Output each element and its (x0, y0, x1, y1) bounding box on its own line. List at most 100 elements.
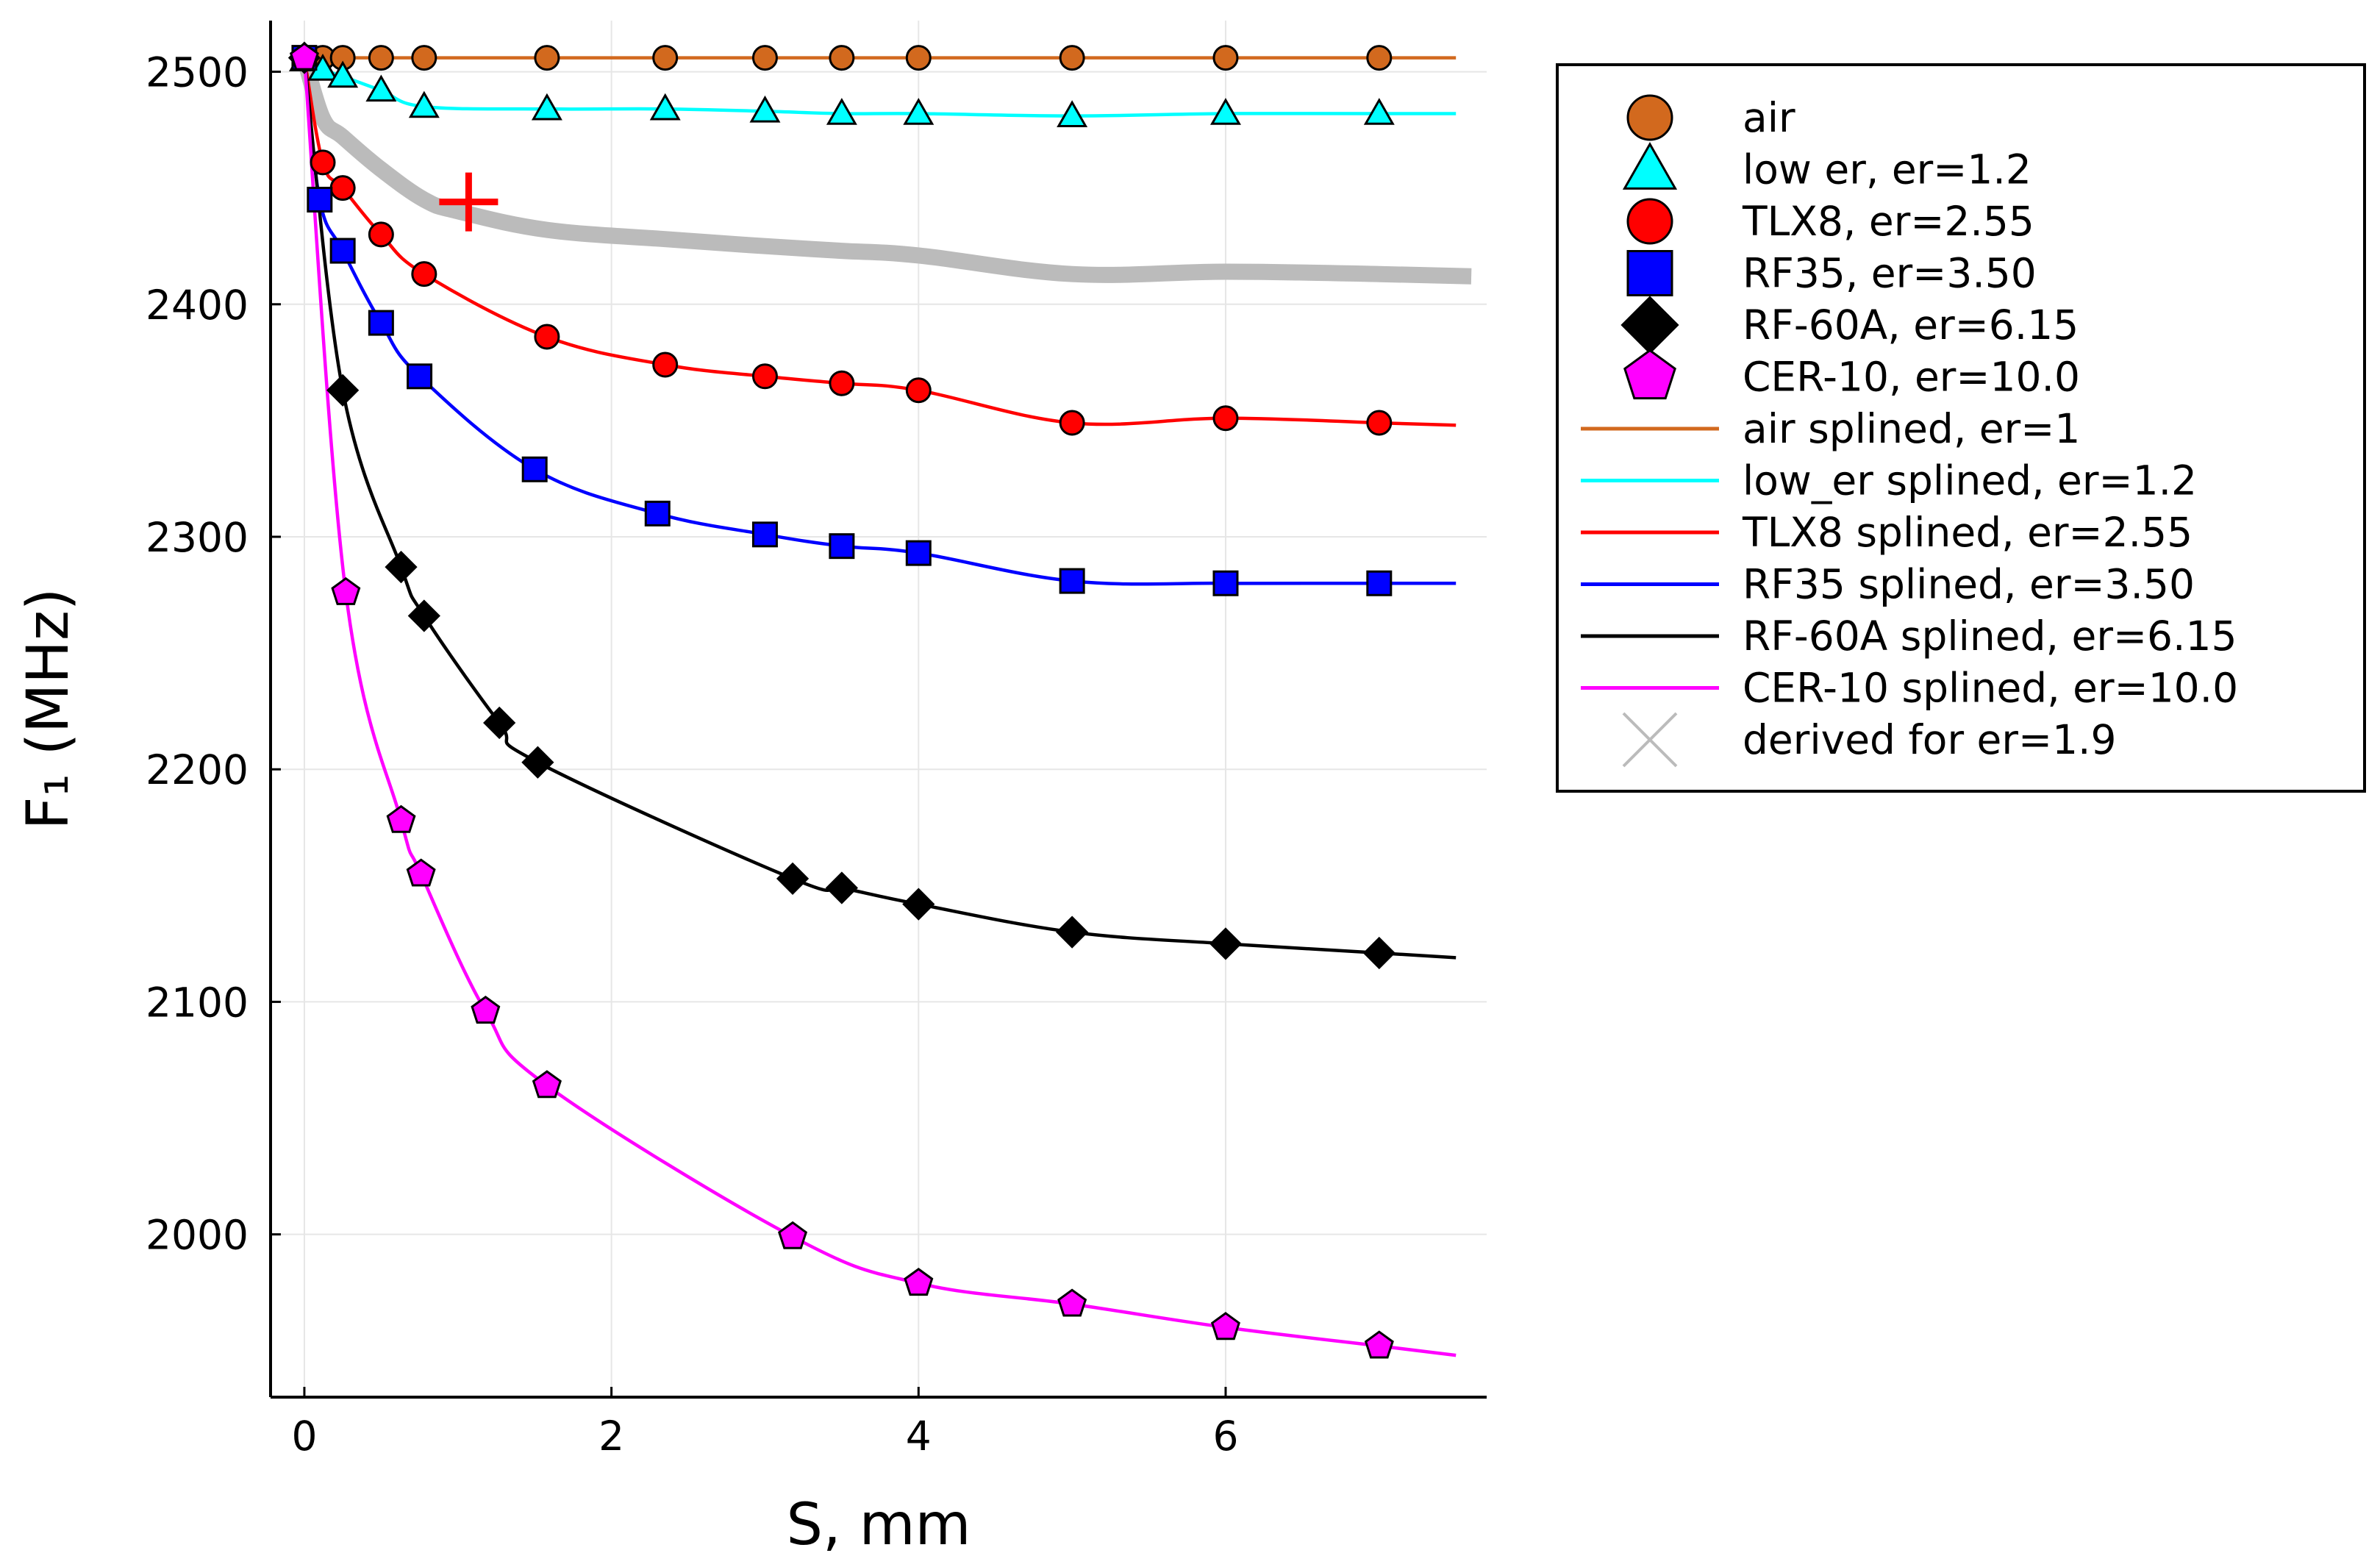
data-point (778, 1221, 808, 1249)
data-point (902, 888, 935, 921)
spline-line-rf-60a (302, 57, 1457, 960)
legend-label: derived for er=1.9 (1743, 716, 2117, 763)
data-point (1209, 98, 1241, 125)
data-point (326, 374, 360, 407)
marker-series-tlx8 (291, 45, 1393, 436)
legend-item: air splined, er=1 (1581, 405, 2080, 452)
legend-label: low_er splined, er=1.2 (1743, 457, 2197, 504)
legend-label: TLX8, er=2.55 (1742, 198, 2034, 245)
data-point (534, 45, 560, 71)
axes (269, 21, 1487, 1399)
data-point (905, 540, 932, 566)
legend-symbol (1626, 250, 1673, 296)
data-point (385, 550, 418, 584)
data-point (407, 363, 433, 390)
data-point (310, 149, 336, 176)
data-point (751, 363, 778, 390)
data-point (329, 175, 356, 201)
legend-label: RF-60A, er=6.15 (1743, 301, 2079, 349)
data-point (521, 456, 548, 482)
data-point (407, 599, 440, 632)
data-point (649, 93, 681, 121)
data-point (751, 45, 778, 71)
data-point (386, 804, 416, 833)
legend-label: air (1743, 94, 1795, 141)
data-point (825, 871, 859, 904)
legend-symbol (1626, 94, 1673, 141)
derived-series-line (296, 55, 1472, 285)
data-point (1363, 98, 1395, 125)
data-point (829, 533, 855, 560)
data-point (644, 500, 671, 527)
legend-item: CER-10, er=10.0 (1623, 349, 2080, 401)
data-point (411, 261, 437, 288)
data-point (368, 45, 394, 71)
y-tick-label: 2500 (146, 49, 249, 96)
data-point (1059, 410, 1085, 436)
legend-item: RF-60A, er=6.15 (1620, 296, 2079, 354)
y-tick-label: 2000 (146, 1212, 249, 1259)
legend-label: CER-10, er=10.0 (1743, 354, 2080, 401)
legend-label: RF35 splined, er=3.50 (1743, 561, 2195, 608)
data-point (826, 98, 857, 125)
legend-item: air (1626, 94, 1795, 141)
legend-label: low er, er=1.2 (1743, 146, 2031, 193)
x-tick-label: 6 (1212, 1413, 1238, 1460)
x-tick-label: 2 (598, 1413, 624, 1460)
data-point (1059, 45, 1085, 71)
legend-symbol (1622, 141, 1678, 190)
data-point (1366, 570, 1393, 596)
legend: air low er, er=1.2 TLX8, er=2.55 RF35, er=3… (1556, 63, 2366, 793)
x-axis-title: S, mm (786, 1492, 971, 1558)
data-point (471, 996, 501, 1024)
data-point (1212, 570, 1239, 596)
marker-series-rf-60a (287, 41, 1396, 970)
data-point (652, 45, 679, 71)
legend-label: RF35, er=3.50 (1743, 250, 2037, 297)
legend-cross (1622, 712, 1678, 768)
data-point (483, 706, 516, 740)
data-point (329, 238, 356, 264)
data-point (829, 45, 855, 71)
data-point (652, 351, 679, 378)
data-point (411, 45, 437, 71)
tick-labels: 0 2 4 6 2000 2100 2200 2300 2400 2500 (146, 49, 1238, 1460)
annotation (439, 172, 498, 232)
legend-symbol (1623, 349, 1676, 400)
legend-label: RF-60A splined, er=6.15 (1743, 613, 2237, 660)
data-point (307, 186, 333, 213)
legend-item: derived for er=1.9 (1622, 712, 2117, 768)
data-point (905, 377, 932, 404)
data-point (751, 521, 778, 548)
data-point (1059, 568, 1085, 594)
data-point (1366, 410, 1393, 436)
data-point (1056, 915, 1089, 949)
data-point (904, 1268, 934, 1296)
legend-symbol (1626, 198, 1673, 245)
legend-item: low er, er=1.2 (1622, 141, 2031, 193)
marker-series-cer-10 (289, 42, 1394, 1359)
legend-label: CER-10 splined, er=10.0 (1743, 665, 2238, 712)
y-axis-title: F₁ (MHz) (15, 588, 82, 830)
data-point (1364, 1330, 1394, 1359)
data-point (289, 42, 319, 71)
data-point (327, 60, 359, 88)
data-point (749, 95, 781, 123)
data-point (903, 98, 935, 125)
data-point (1209, 927, 1243, 960)
data-point (1212, 405, 1239, 432)
x-tick-label: 4 (906, 1413, 932, 1460)
data-point (532, 1070, 562, 1099)
y-tick-label: 2300 (146, 514, 249, 561)
legend-item: low_er splined, er=1.2 (1581, 457, 2197, 504)
x-tick-label: 0 (291, 1413, 317, 1460)
cross-stroke-b (1622, 712, 1678, 768)
y-tick-label: 2400 (146, 282, 249, 329)
legend-item: RF-60A splined, er=6.15 (1581, 613, 2237, 660)
data-point (829, 370, 855, 396)
y-tick-label: 2100 (146, 979, 249, 1026)
data-point (365, 74, 397, 102)
data-point (905, 45, 932, 71)
data-point (1057, 1288, 1087, 1317)
